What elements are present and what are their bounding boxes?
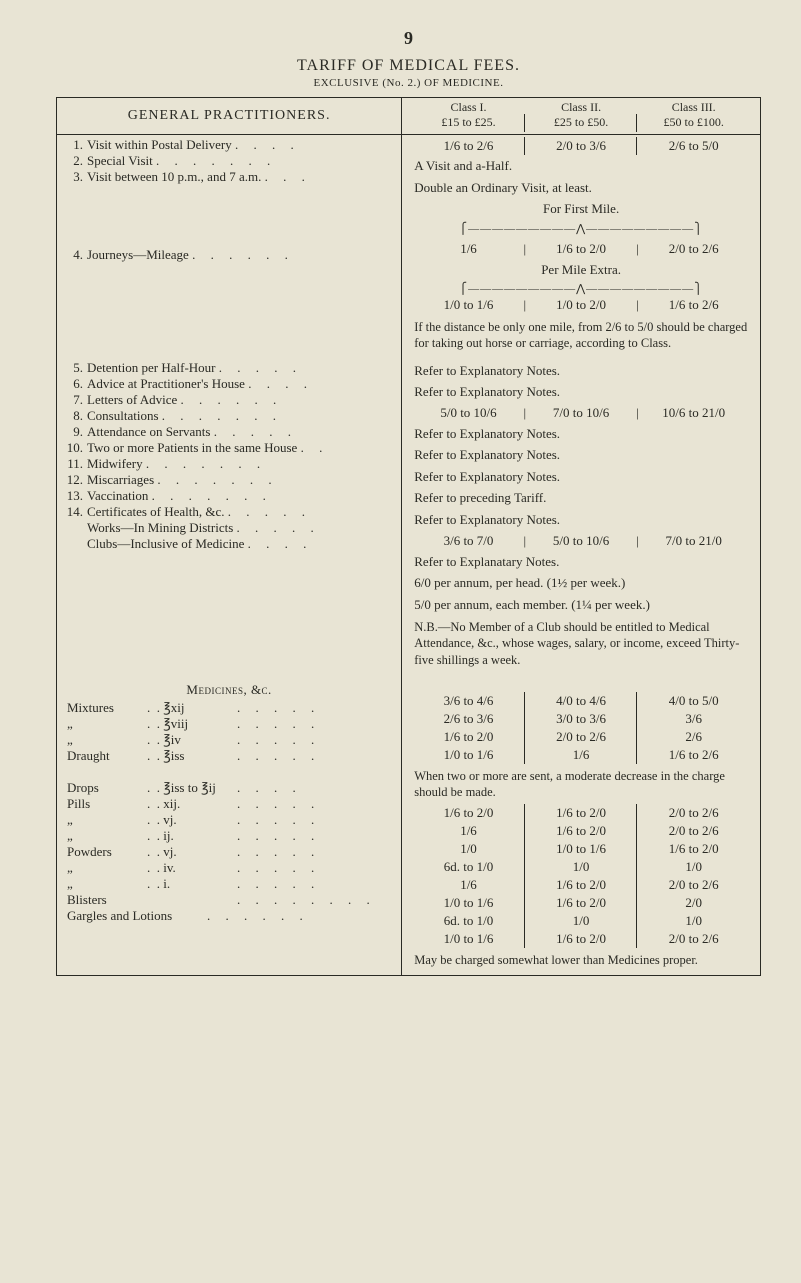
- page: 9 TARIFF OF MEDICAL FEES. EXCLUSIVE (No.…: [0, 0, 801, 1283]
- med-blisters: Blisters: [67, 892, 147, 908]
- class-1-name: Class I.: [412, 100, 525, 115]
- price-pills: 1/61/6 to 2/02/0 to 2/6: [408, 822, 754, 840]
- per-mile-extra: Per Mile Extra.: [408, 259, 754, 281]
- item-1: Visit within Postal Delivery: [87, 137, 232, 152]
- medicines-heading: Medicines, &c.: [63, 676, 395, 700]
- item-13: Vaccination: [87, 488, 148, 503]
- med-drops: Drops: [67, 780, 147, 796]
- mileage-row: 1/6| 1/6 to 2/0| 2/0 to 2/6: [408, 239, 754, 259]
- item-12: Miscarriages: [87, 472, 154, 487]
- price-drops: 1/6 to 2/01/6 to 2/02/0 to 2/6: [408, 804, 754, 822]
- class-1-range: £15 to £25.: [412, 115, 525, 130]
- price-gargles: May be charged somewhat lower than Medic…: [408, 948, 754, 972]
- fee-7: 5/0 to 10/6| 7/0 to 10/6| 10/6 to 21/0: [408, 403, 754, 423]
- price-draught: 1/0 to 1/61/61/6 to 2/6: [408, 746, 754, 764]
- page-number: 9: [56, 28, 761, 49]
- class-head: Class I. £15 to £25. Class II. £25 to £5…: [408, 100, 754, 130]
- item-7: Letters of Advice: [87, 392, 177, 407]
- class-3-name: Class III.: [637, 100, 750, 115]
- distance-note: If the distance be only one mile, from 2…: [408, 315, 754, 356]
- med-gargles: Gargles and Lotions: [67, 908, 207, 924]
- med-draught: Draught: [67, 748, 147, 764]
- tariff-table: GENERAL PRACTITIONERS. Class I. £15 to £…: [57, 98, 760, 975]
- gp-heading: GENERAL PRACTITIONERS.: [63, 100, 395, 132]
- item-4: Journeys—Mileage: [87, 247, 189, 262]
- med-pills: Pills: [67, 796, 147, 812]
- fee-10: Refer to Explanatory Notes.: [408, 466, 754, 488]
- price-mix: 3/6 to 4/64/0 to 4/64/0 to 5/0: [408, 692, 754, 710]
- fee-6: Refer to Explanatory Notes.: [408, 381, 754, 403]
- item-5: Detention per Half-Hour: [87, 360, 216, 375]
- price-mix2: 2/6 to 3/63/0 to 3/63/6: [408, 710, 754, 728]
- price-pow2: 1/0 to 1/61/6 to 2/02/0: [408, 894, 754, 912]
- fee-row-2: A Visit and a-Half.: [408, 155, 754, 177]
- fee-works: 6/0 per annum, per head. (1½ per week.): [408, 572, 754, 594]
- fee-12: Refer to Explanatory Notes.: [408, 509, 754, 531]
- med-powders: Powders: [67, 844, 147, 860]
- item-3: Visit between 10 p.m., and 7 a.m.: [87, 169, 261, 184]
- med-note-1: When two or more are sent, a moderate de…: [408, 764, 754, 805]
- page-subtitle: EXCLUSIVE (No. 2.) OF MEDICINE.: [56, 77, 761, 89]
- page-title: TARIFF OF MEDICAL FEES.: [56, 57, 761, 75]
- price-pow3: 6d. to 1/01/01/0: [408, 912, 754, 930]
- fee-14: Refer to Explanatary Notes.: [408, 551, 754, 573]
- fee-11: Refer to preceding Tariff.: [408, 487, 754, 509]
- extra-row: 1/0 to 1/6| 1/0 to 2/0| 1/6 to 2/6: [408, 295, 754, 315]
- item-works: Works—In Mining Districts: [87, 520, 233, 535]
- item-9: Attendance on Servants: [87, 424, 210, 439]
- price-pills3: 6d. to 1/01/01/0: [408, 858, 754, 876]
- price-pills2: 1/01/0 to 1/61/6 to 2/0: [408, 840, 754, 858]
- med-mixtures: Mixtures: [67, 700, 147, 716]
- brace-2: ⎧—————————⋀—————————⎫: [408, 282, 754, 295]
- fee-9: Refer to Explanatory Notes.: [408, 444, 754, 466]
- item-14: Certificates of Health, &c.: [87, 504, 225, 519]
- fee-13: 3/6 to 7/0| 5/0 to 10/6| 7/0 to 21/0: [408, 531, 754, 551]
- tariff-frame: GENERAL PRACTITIONERS. Class I. £15 to £…: [56, 97, 761, 976]
- item-6: Advice at Practitioner's House: [87, 376, 245, 391]
- price-mix3: 1/6 to 2/02/0 to 2/62/6: [408, 728, 754, 746]
- first-mile: For First Mile.: [408, 198, 754, 220]
- price-blisters: 1/0 to 1/61/6 to 2/02/0 to 2/6: [408, 930, 754, 948]
- fee-row-1: 1/6 to 2/6 2/0 to 3/6 2/6 to 5/0: [408, 137, 754, 155]
- fee-8: Refer to Explanatory Notes.: [408, 423, 754, 445]
- item-11: Midwifery: [87, 456, 143, 471]
- class-2-name: Class II.: [525, 100, 638, 115]
- item-10: Two or more Patients in the same House: [87, 440, 297, 455]
- fee-clubs: 5/0 per annum, each member. (1¼ per week…: [408, 594, 754, 616]
- item-clubs: Clubs—Inclusive of Medicine: [87, 536, 244, 551]
- class-2-range: £25 to £50.: [525, 115, 638, 130]
- item-2: Special Visit: [87, 153, 153, 168]
- fee-row-3: Double an Ordinary Visit, at least.: [408, 177, 754, 199]
- price-powders: 1/61/6 to 2/02/0 to 2/6: [408, 876, 754, 894]
- item-8: Consultations: [87, 408, 159, 423]
- nb-note: N.B.—No Member of a Club should be entit…: [408, 615, 754, 672]
- brace-1: ⎧—————————⋀—————————⎫: [408, 222, 754, 235]
- fee-5: Refer to Explanatory Notes.: [408, 360, 754, 382]
- class-3-range: £50 to £100.: [637, 115, 750, 130]
